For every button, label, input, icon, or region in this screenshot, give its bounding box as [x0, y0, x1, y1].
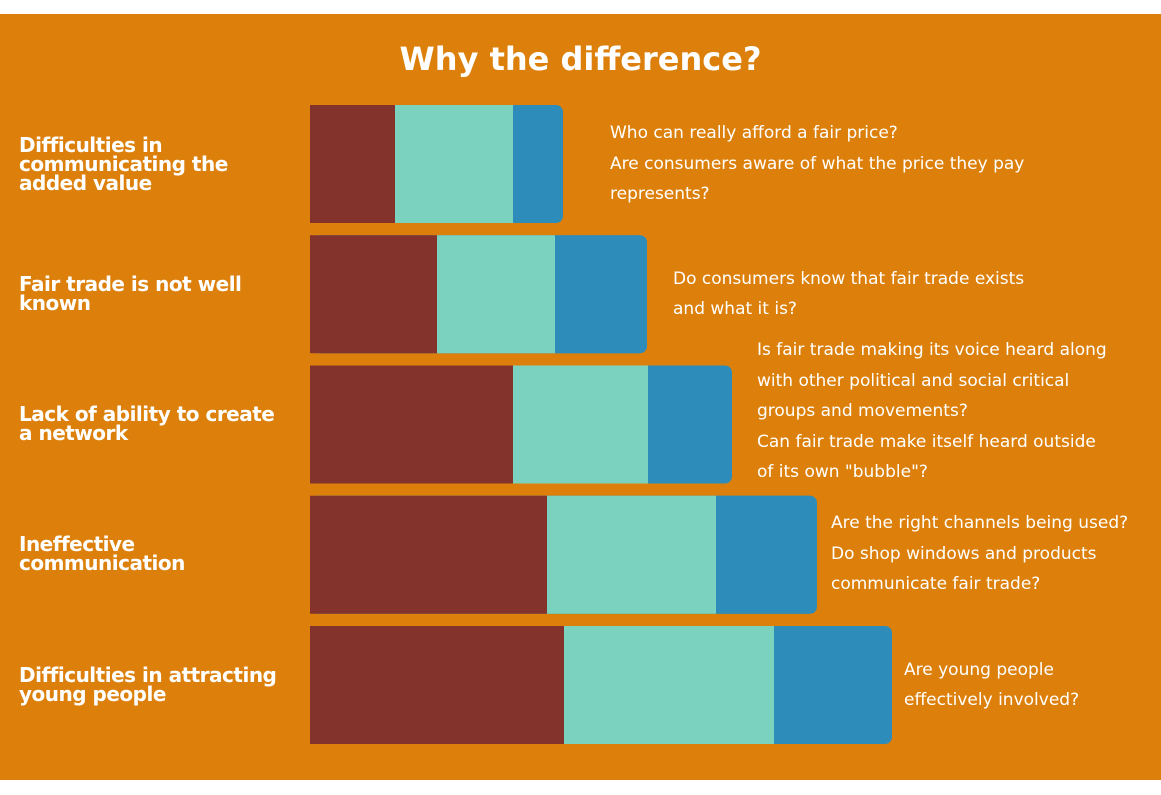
annotation-text: Do consumers know that fair trade exists…	[673, 268, 1025, 320]
annotation-text: Is fair trade making its voice heard alo…	[757, 340, 1107, 483]
stacked-bars	[310, 105, 892, 744]
category-label: Ineffective communication	[19, 532, 185, 575]
bar-segment	[547, 495, 716, 614]
chart-panel: Why the difference? Difficulties in comm…	[0, 14, 1161, 780]
bar-segment	[310, 626, 564, 744]
category-label: Difficulties in attracting young people	[19, 663, 277, 706]
bar-segment	[774, 626, 885, 744]
category-label: Fair trade is not well known	[19, 272, 242, 315]
category-label: Difficulties in communicating the added …	[19, 132, 228, 195]
bar-segment	[310, 235, 437, 354]
annotation-text: Are the right channels being used? Do sh…	[831, 513, 1129, 595]
chart-title: Why the difference?	[399, 40, 762, 78]
annotation-text: Are young people effectively involved?	[904, 659, 1080, 711]
bar-segment	[564, 626, 774, 744]
category-label: Lack of ability to create a network	[19, 402, 275, 445]
bar-segment	[310, 495, 547, 614]
bar-segment	[310, 105, 395, 223]
bar-segment	[648, 365, 725, 484]
bar-segment	[437, 235, 555, 354]
bar-segment	[310, 365, 513, 484]
bar-segment	[716, 495, 810, 614]
bar-segment	[513, 365, 648, 484]
bar-segment	[513, 105, 556, 223]
bar-segment	[555, 235, 640, 354]
bar-segment	[395, 105, 513, 223]
annotation-text: Who can really afford a fair price? Are …	[610, 123, 1025, 205]
